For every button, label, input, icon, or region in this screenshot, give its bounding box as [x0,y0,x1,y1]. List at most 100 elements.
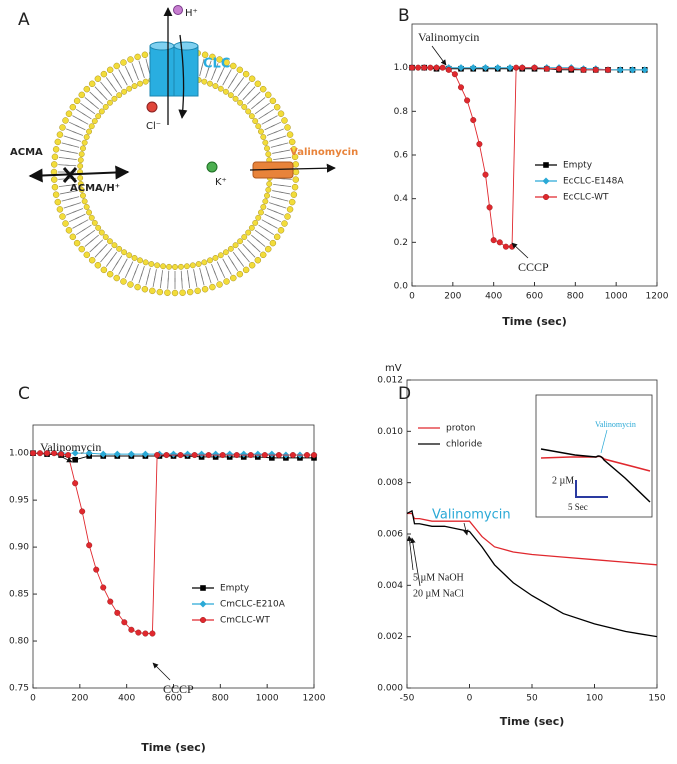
lipid-head [286,131,294,138]
charts: B0 200 400 600 800 1000 12000.00.20.40.60.81.0… [9,6,669,754]
lipid-head [264,192,270,199]
lipid-head [217,85,224,92]
lipid-tail [127,261,134,272]
y-tick-label: 1.0 [394,63,409,73]
lipid-tail [75,124,86,131]
lipid-tail [85,107,96,115]
annotation: 5 Sec [568,502,588,512]
lipid-tail [99,91,108,101]
annotation: CCCP [163,682,194,696]
lipid-tail [140,266,145,277]
ion-label: Cl⁻ [146,121,161,132]
lipid-head [189,262,196,269]
lipid-head [258,128,264,135]
lipid-head [230,274,237,282]
annotation-arrow [59,455,73,463]
data-point [170,450,177,458]
lipid-head [78,151,85,158]
data-point [482,64,489,72]
lipid-head [255,123,262,130]
blocked-mark [62,167,78,183]
y-tick-label: 0.004 [377,581,403,591]
lipid-head [51,153,59,161]
lipid-tail [270,144,282,148]
data-point [494,64,502,72]
data-point [154,452,161,459]
lipid-tail [272,190,284,194]
lipid-head [106,270,114,278]
lipid-tail [273,157,285,160]
lipid-tail [232,82,240,93]
lipid-tail [68,196,80,200]
lipid-head [91,219,98,226]
lipid-head [83,134,90,140]
x-tick-label: 0 [467,694,473,704]
data-point [470,117,477,124]
y-tick-label: 0.2 [394,238,408,248]
arrow [28,165,130,183]
lipid-head [50,161,58,168]
lipid-tail [205,67,210,78]
x-tick-label: 400 [118,694,135,704]
data-point [191,452,198,459]
lipid-head [107,99,113,106]
lipid-head [201,259,208,266]
chart-panel: B 0 200 400 600 800 1000 1200 0.0 0.2 0.4 0.6 0.8 1.0… [394,6,669,328]
lipid-tail [237,86,246,96]
legend-marker [199,600,207,608]
lipid-tail [167,270,170,282]
lipid-head [51,183,59,191]
lipid-tail [242,91,251,101]
lipid-head [94,75,102,83]
lipid-tail [237,248,246,258]
data-point [121,619,128,626]
data-point [51,450,58,457]
series-line [412,67,608,248]
data-point [490,237,497,244]
lipid-tail [264,213,275,220]
data-point [629,66,636,74]
lipid-tail [251,101,261,110]
data-point [476,141,483,148]
annotation-arrow [406,535,414,571]
data-point [531,64,538,71]
lipid-tail [81,224,92,232]
data-point [37,450,44,457]
lipid-head [65,110,73,117]
lipid-head [241,234,248,240]
lipid-tail [147,267,151,279]
lipid-head [137,80,143,87]
lipid-head [102,104,109,110]
data-point [72,456,78,463]
x-tick-label: 600 [526,292,543,302]
data-point [114,609,121,616]
x-tick-label: 800 [567,292,584,302]
lipid-head [172,264,178,270]
lipid-tail [134,263,139,275]
annotation: Valinomycin [595,420,636,429]
lipid-tail [258,224,269,232]
data-point [233,452,240,459]
lipid-head [223,278,230,285]
channel [173,45,199,97]
lipid-head [223,59,230,66]
lipid-head [288,138,296,146]
lipid-tail [246,239,256,248]
lipid-head [141,51,149,59]
data-point [268,450,276,458]
data-point [113,450,121,458]
lipid-head [258,209,264,216]
lipid-tail [110,82,118,93]
lipid-head [107,238,113,245]
lipid-head [232,242,239,249]
lipid-tail [70,202,81,207]
data-point [458,84,465,91]
lipid-head [94,261,102,269]
lipid-head [252,219,259,226]
data-point [107,598,114,605]
data-point [469,64,477,72]
lipid-tail [269,202,280,207]
lipid-tail [211,69,216,81]
data-point [457,64,465,72]
x-axis-title: Time (sec) [502,315,567,328]
